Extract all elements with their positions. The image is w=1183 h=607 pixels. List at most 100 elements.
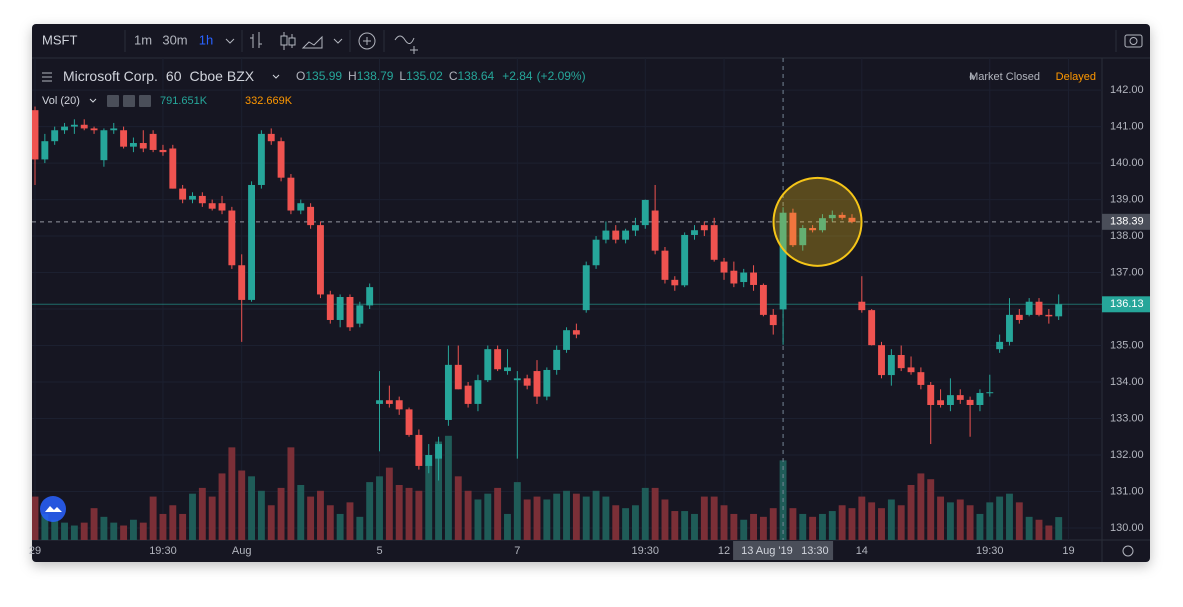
snapshot-icon[interactable] <box>1129 37 1138 45</box>
volume-bar <box>730 513 738 540</box>
volume-bar <box>100 516 108 540</box>
volume-bar <box>179 513 187 540</box>
volume-bar <box>484 493 492 540</box>
caret[interactable] <box>89 98 97 103</box>
volume-bar <box>376 476 383 540</box>
volume-bar <box>887 499 895 540</box>
candle-icon[interactable] <box>288 37 296 46</box>
candle-body <box>287 177 295 211</box>
candle-body <box>897 355 905 369</box>
y-tick-label: 135.00 <box>1110 339 1144 351</box>
volume-bar <box>612 505 620 540</box>
caret[interactable] <box>225 38 235 44</box>
volume-bar <box>819 513 826 540</box>
volume-bar <box>326 505 334 540</box>
candle-body <box>257 133 265 185</box>
caret[interactable] <box>272 74 280 79</box>
menu-icon[interactable] <box>42 72 52 82</box>
area-icon[interactable] <box>301 35 323 49</box>
volume-bar <box>504 513 511 540</box>
volume-bar <box>681 511 689 540</box>
indicator-icon[interactable] <box>394 35 418 54</box>
ohlc: O135.99 H138.79 L135.02 C138.64 +2.84 (+2.09%… <box>296 69 586 83</box>
candle-icon[interactable] <box>280 35 288 46</box>
volume-bar <box>494 487 502 540</box>
change-pct: (+2.09%) <box>537 69 586 83</box>
candle-body <box>691 230 698 235</box>
x-tick-label: 19:30 <box>976 545 1004 557</box>
interval[interactable]: 30m <box>162 32 187 47</box>
interval[interactable]: 1h <box>199 32 213 47</box>
candle-body <box>346 296 354 328</box>
ohlc-value: 135.99 <box>305 69 342 83</box>
bar-icon[interactable] <box>250 32 262 48</box>
candle-body <box>838 214 846 218</box>
candle-body <box>1006 314 1013 342</box>
x-tick-label: 14 <box>856 545 868 557</box>
candle-body <box>208 203 216 209</box>
candle-body <box>1025 301 1033 315</box>
volume-bar <box>444 435 452 540</box>
volume-bar <box>996 496 1004 540</box>
volume-bar <box>838 505 846 540</box>
volume-bar <box>70 525 78 540</box>
eye-icon[interactable] <box>107 95 119 107</box>
volume-bar <box>208 496 216 540</box>
candle-body <box>563 330 570 350</box>
volume-bar <box>651 487 659 540</box>
ohlc-letter: H <box>348 69 357 83</box>
candle-body <box>297 203 305 211</box>
volume-bar <box>248 476 255 540</box>
volume-bar <box>1045 525 1053 540</box>
candle-body <box>553 349 561 370</box>
symbol[interactable]: MSFT <box>42 32 77 47</box>
candle-body <box>120 130 128 147</box>
candle-body <box>1055 304 1063 317</box>
series-name: Microsoft Corp. <box>63 68 158 84</box>
volume-bar <box>572 493 580 540</box>
x-tick-label: Aug <box>232 545 252 557</box>
candle-body <box>415 434 423 466</box>
candle-body <box>868 310 876 346</box>
x-tick-label: 19:30 <box>149 545 177 557</box>
candle-body <box>572 330 580 335</box>
interval[interactable]: 1m <box>134 32 152 47</box>
compare-icon[interactable] <box>363 37 371 45</box>
candle-body <box>494 349 502 370</box>
status-dot <box>969 74 975 80</box>
settings-gear[interactable] <box>1122 545 1134 557</box>
volume-bar <box>80 522 88 540</box>
x-tick-label: 12 <box>718 545 730 557</box>
volume-bar <box>986 502 994 540</box>
candle-body <box>238 265 246 300</box>
candle-body <box>218 203 226 211</box>
candle-body <box>336 296 344 320</box>
snapshot-icon[interactable] <box>1124 34 1143 48</box>
candle-body <box>149 133 157 150</box>
volume-bar <box>937 496 945 540</box>
volume-bar <box>956 499 964 540</box>
candle-body <box>376 400 383 404</box>
settings-icon[interactable] <box>123 95 135 107</box>
candle-body <box>917 372 925 385</box>
delay-status: Delayed <box>1056 71 1096 83</box>
logo[interactable] <box>45 506 62 512</box>
candle-body <box>956 395 964 400</box>
candle-body <box>789 212 797 246</box>
volume-bar <box>90 508 98 540</box>
close-icon[interactable] <box>139 95 151 107</box>
candle-body <box>80 124 88 129</box>
volume-bar <box>267 505 275 540</box>
volume-bar <box>454 476 462 540</box>
candle-body <box>523 378 531 386</box>
y-tick-label: 137.00 <box>1110 266 1144 278</box>
caret[interactable] <box>333 38 343 44</box>
candle-body <box>1015 314 1023 320</box>
candle-body <box>828 214 836 219</box>
volume-bar <box>415 490 423 540</box>
x-tick-label: 7 <box>514 545 520 557</box>
compare-icon[interactable] <box>358 32 376 50</box>
candle-body <box>198 195 206 204</box>
candle-body <box>631 225 639 231</box>
